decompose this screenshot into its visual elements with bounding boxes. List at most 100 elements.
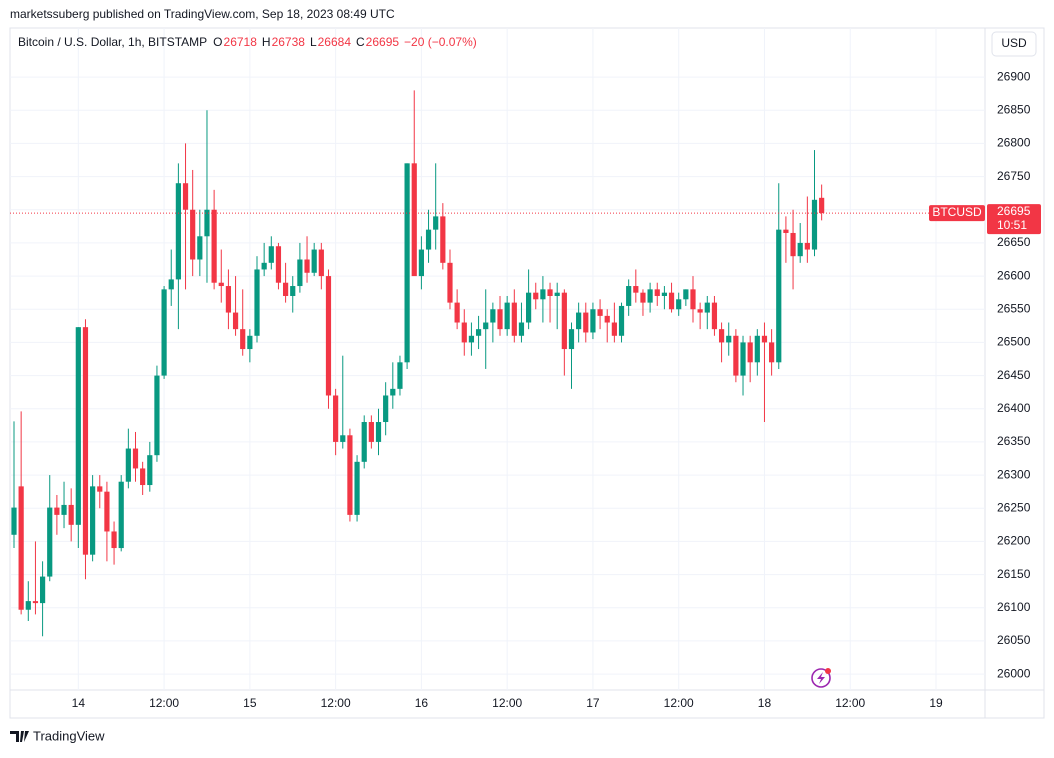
symbol-label: BTCUSD [932,205,982,219]
candle-body [333,395,339,442]
candle-body [132,448,139,469]
candle-body [633,286,639,293]
candle-body [368,422,374,442]
candle-body [118,481,124,549]
candle-body [197,236,203,260]
candle-body [161,289,167,376]
candle-body [68,504,74,525]
legend-key: C [356,35,365,49]
grid [10,28,985,690]
candle-body [590,309,596,333]
candle-body [433,216,439,230]
x-tick-label: 12:00 [492,696,522,710]
y-tick-label: 26850 [997,102,1031,116]
candle-body [504,302,510,330]
candle-body [240,329,246,350]
candle-body [511,302,517,336]
candle-body [683,289,689,300]
candle-body [819,197,825,214]
legend-value: 26718 [224,35,258,49]
candle-body [318,249,324,277]
candle-body [747,342,753,363]
candle-body [361,422,367,462]
candle-body [325,276,332,396]
legend-value: 26684 [318,35,352,49]
candle-body [497,309,503,330]
candle-body [247,335,253,350]
x-tick-label: 12:00 [149,696,179,710]
y-tick-label: 26300 [997,467,1031,481]
candle-body [561,292,567,350]
x-tick-label: 19 [929,696,943,710]
candle-body [604,315,610,323]
y-tick-label: 26650 [997,235,1031,249]
currency-label[interactable]: USD [1001,36,1027,50]
candle-body [547,289,553,296]
candle-body [718,329,725,343]
candle-body [211,209,217,283]
candle-body [282,282,289,296]
candle-body [75,327,81,525]
candle-body [168,279,174,290]
candle-body [111,531,117,549]
price-label: 26695 [997,204,1031,218]
candle-body [54,507,60,515]
candle-body [175,183,181,280]
alert-icon[interactable] [811,668,831,688]
legend-value: 26695 [366,35,400,49]
candle-body [125,448,131,482]
currency-button[interactable] [991,31,1037,57]
candle-body [347,435,353,515]
candle-body [797,242,803,257]
candle-body [182,183,189,210]
brand-name[interactable]: TradingView [33,728,105,743]
candle-body [540,289,546,300]
candle-body [654,289,660,296]
brand[interactable]: TradingView [10,728,105,743]
candle-body [490,309,496,323]
candle-body [518,322,525,336]
candle-body [61,504,67,515]
candle-body [140,468,146,486]
candle-body [483,322,489,330]
x-tick-label: 14 [72,696,86,710]
y-tick-label: 26100 [997,600,1031,614]
candle-body [740,342,746,376]
candle-body [82,327,89,555]
candle-body [454,302,460,323]
candle-body [232,312,239,330]
candle-body [611,322,617,336]
candle-body [383,395,389,423]
chart-frame [9,27,1045,719]
candle-body [104,491,110,532]
candle-body [18,486,24,610]
y-tick-label: 26400 [997,401,1031,415]
candle-body [790,232,796,257]
legend-key: O [213,35,222,49]
candle-body [90,486,96,555]
y-tick-label: 26900 [997,69,1031,83]
y-tick-label: 26250 [997,500,1031,514]
candle-body [425,229,432,250]
candle-body [597,309,603,316]
candle-body [697,309,703,313]
legend-value: 26738 [272,35,306,49]
candle-body [733,335,739,376]
x-tick-label: 15 [243,696,257,710]
candle-body [576,312,582,330]
candle-body [468,335,475,343]
candle-body [676,299,682,310]
candle-body [461,322,467,343]
symbol-tag [929,205,985,222]
candle-body [783,229,789,233]
candle-body [583,312,589,333]
candle-body [475,329,482,336]
x-tick-label: 18 [758,696,772,710]
candle-body [311,249,317,273]
candle-body [404,163,410,363]
candle-body [640,292,646,303]
x-tick-label: 12:00 [664,696,694,710]
candle-body [668,292,675,310]
y-tick-label: 26350 [997,434,1031,448]
